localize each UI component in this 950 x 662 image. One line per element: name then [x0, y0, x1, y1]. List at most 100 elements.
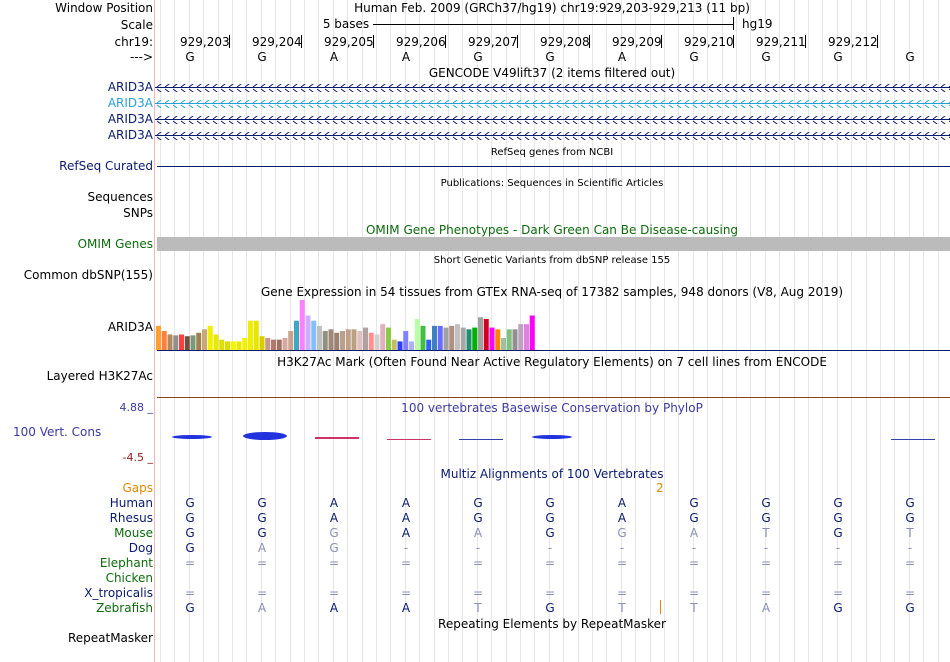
window-position-value[interactable]: Human Feb. 2009 (GRCh37/hg19) chr19:929,…	[354, 1, 750, 15]
gtex-tissue-bar[interactable]	[317, 325, 322, 350]
gtex-tissue-bar[interactable]	[368, 332, 374, 350]
dbsnp-title[interactable]: Short Genetic Variants from dbSNP releas…	[433, 255, 671, 266]
gtex-tissue-bar[interactable]	[357, 331, 363, 350]
h3k27ac-title[interactable]: H3K27Ac Mark (Often Found Near Active Re…	[277, 355, 827, 369]
gencode-item-label-1[interactable]: ARID3A	[107, 80, 153, 94]
gencode-transcript-1[interactable]	[155, 84, 950, 92]
omim-label[interactable]: OMIM Genes	[77, 237, 153, 251]
gtex-tissue-bar[interactable]	[156, 325, 161, 350]
gtex-tissue-bar[interactable]	[207, 325, 213, 350]
gtex-tissue-bar[interactable]	[466, 329, 472, 350]
gtex-tissue-bar[interactable]	[253, 320, 259, 350]
gtex-tissue-bar[interactable]	[334, 332, 340, 350]
omim-feature[interactable]	[157, 237, 950, 251]
multiz-species-zebrafish[interactable]: Zebrafish	[96, 601, 153, 615]
gtex-tissue-bar[interactable]	[322, 331, 328, 350]
multiz-species-chicken[interactable]: Chicken	[105, 571, 153, 585]
cons-label[interactable]: 100 Vert. Cons	[13, 425, 102, 439]
gencode-item-label-3[interactable]: ARID3A	[107, 112, 153, 126]
gtex-tissue-bar[interactable]	[512, 329, 518, 350]
gencode-item-label-2[interactable]: ARID3A	[107, 96, 153, 110]
gtex-tissue-bar[interactable]	[311, 320, 317, 350]
multiz-species-x-tropicalis[interactable]: X_tropicalis	[84, 586, 153, 600]
gtex-tissue-bar[interactable]	[529, 315, 535, 350]
gtex-tissue-bar[interactable]	[380, 324, 386, 350]
gtex-tissue-bar[interactable]	[202, 329, 207, 350]
gtex-tissue-bar[interactable]	[282, 337, 288, 350]
cons-title[interactable]: 100 vertebrates Basewise Conservation by…	[401, 401, 703, 415]
gtex-tissue-bar[interactable]	[374, 334, 380, 350]
gtex-bar-chart[interactable]	[155, 298, 535, 350]
h3k27ac-label[interactable]: Layered H3K27Ac	[46, 369, 153, 383]
gtex-title[interactable]: Gene Expression in 54 tissues from GTEx …	[260, 285, 844, 299]
gtex-tissue-bar[interactable]	[518, 324, 524, 350]
gtex-tissue-bar[interactable]	[219, 339, 225, 350]
multiz-species-elephant[interactable]: Elephant	[99, 556, 153, 570]
refseq-title[interactable]: RefSeq genes from NCBI	[490, 147, 614, 158]
gtex-tissue-bar[interactable]	[397, 341, 403, 350]
multiz-species-human[interactable]: Human	[109, 496, 153, 510]
gtex-tissue-bar[interactable]	[305, 315, 311, 350]
gtex-tissue-bar[interactable]	[340, 331, 345, 350]
gtex-tissue-bar[interactable]	[288, 331, 294, 350]
gencode-item-label-4[interactable]: ARID3A	[107, 128, 153, 142]
gencode-transcript-4[interactable]	[155, 132, 950, 140]
gtex-tissue-bar[interactable]	[426, 339, 432, 350]
gencode-transcript-2[interactable]	[155, 100, 950, 108]
gtex-tissue-bar[interactable]	[443, 327, 449, 350]
gtex-tissue-bar[interactable]	[259, 336, 265, 350]
refseq-label[interactable]: RefSeq Curated	[59, 159, 153, 173]
gtex-tissue-bar[interactable]	[460, 327, 466, 350]
cons-logo[interactable]	[155, 428, 950, 444]
gtex-tissue-bar[interactable]	[248, 320, 253, 350]
gtex-tissue-bar[interactable]	[391, 339, 397, 350]
gtex-tissue-bar[interactable]	[167, 334, 173, 350]
gtex-tissue-bar[interactable]	[179, 334, 184, 350]
gtex-tissue-bar[interactable]	[455, 324, 460, 350]
repeatmasker-label[interactable]: RepeatMasker	[67, 631, 153, 645]
gtex-tissue-bar[interactable]	[363, 327, 368, 350]
gtex-tissue-bar[interactable]	[294, 320, 299, 350]
gtex-tissue-bar[interactable]	[420, 325, 426, 350]
refseq-feature[interactable]	[157, 166, 950, 167]
gencode-transcripts[interactable]	[155, 80, 950, 142]
gtex-tissue-bar[interactable]	[414, 318, 420, 350]
gtex-tissue-bar[interactable]	[196, 332, 202, 350]
gtex-tissue-bar[interactable]	[403, 331, 409, 350]
gtex-tissue-bar[interactable]	[276, 339, 282, 350]
gtex-tissue-bar[interactable]	[506, 329, 512, 350]
multiz-title[interactable]: Multiz Alignments of 100 Vertebrates	[440, 467, 664, 481]
gtex-tissue-bar[interactable]	[265, 337, 271, 350]
gtex-tissue-bar[interactable]	[386, 327, 391, 350]
gtex-tissue-bar[interactable]	[495, 329, 501, 350]
gtex-tissue-bar[interactable]	[483, 318, 489, 350]
gtex-tissue-bar[interactable]	[501, 337, 506, 350]
multiz-species-dog[interactable]: Dog	[128, 541, 153, 555]
dbsnp-label[interactable]: Common dbSNP(155)	[23, 268, 153, 282]
gtex-tissue-bar[interactable]	[345, 329, 351, 350]
gencode-transcript-3[interactable]	[155, 116, 950, 124]
gtex-tissue-bar[interactable]	[449, 325, 455, 350]
gtex-tissue-bar[interactable]	[299, 300, 305, 350]
gtex-tissue-bar[interactable]	[190, 335, 196, 350]
gtex-tissue-bar[interactable]	[524, 324, 529, 350]
gtex-tissue-bar[interactable]	[173, 335, 179, 350]
gtex-tissue-bar[interactable]	[161, 331, 167, 350]
gtex-tissue-bar[interactable]	[437, 325, 443, 350]
gtex-tissue-bar[interactable]	[236, 341, 242, 350]
gtex-tissue-bar[interactable]	[409, 341, 414, 350]
publications-title[interactable]: Publications: Sequences in Scientific Ar…	[440, 178, 664, 189]
gtex-label[interactable]: ARID3A	[107, 320, 153, 334]
gtex-tissue-bar[interactable]	[225, 341, 230, 350]
gtex-tissue-bar[interactable]	[213, 334, 219, 350]
gtex-tissue-bar[interactable]	[489, 327, 495, 350]
gtex-tissue-bar[interactable]	[230, 341, 236, 350]
gtex-tissue-bar[interactable]	[271, 339, 276, 350]
multiz-species-rhesus[interactable]: Rhesus	[109, 511, 153, 525]
gtex-tissue-bar[interactable]	[472, 327, 478, 350]
gtex-tissue-bar[interactable]	[328, 329, 334, 350]
repeatmasker-title[interactable]: Repeating Elements by RepeatMasker	[438, 617, 666, 631]
gtex-tissue-bar[interactable]	[242, 337, 248, 350]
omim-title[interactable]: OMIM Gene Phenotypes - Dark Green Can Be…	[365, 223, 739, 237]
gtex-tissue-bar[interactable]	[478, 317, 483, 350]
